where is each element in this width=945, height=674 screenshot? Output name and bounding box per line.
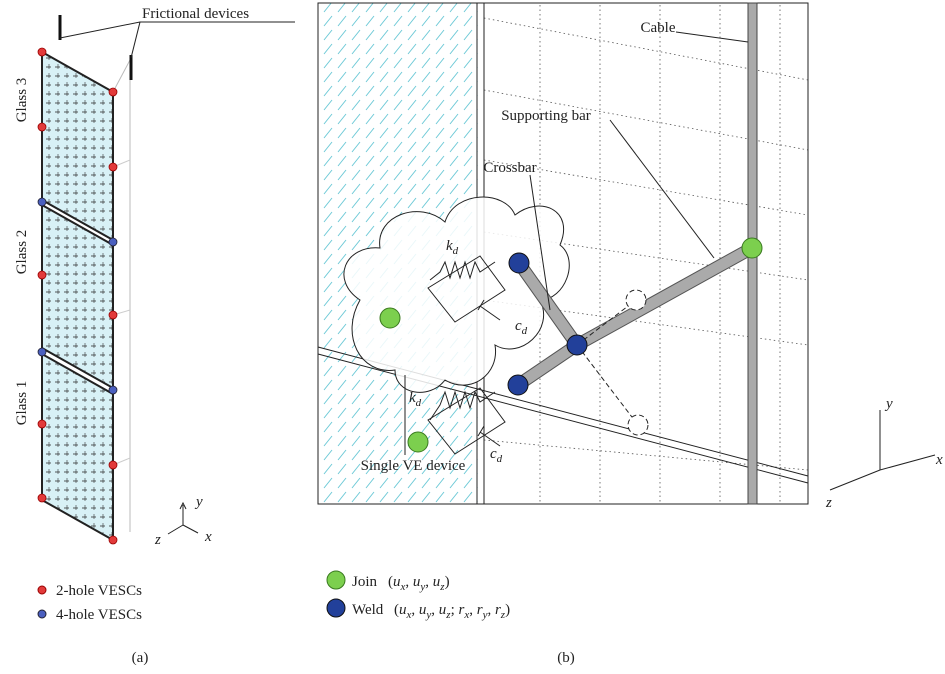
vesc-2-hole: [109, 88, 117, 96]
axis-triad: [830, 410, 935, 490]
label: Cable: [641, 20, 676, 36]
vesc-4-hole: [38, 348, 46, 356]
supporting-bar: [577, 248, 752, 345]
join-node: [408, 432, 428, 452]
legend-label: Join: [352, 574, 378, 590]
legend-dofs: (ux​, uy​, uz​; rx​, ry​, rz​): [394, 602, 510, 621]
vesc-2-hole: [38, 420, 46, 428]
vesc-2-hole: [38, 48, 46, 56]
legend-marker: [38, 610, 46, 618]
label: Single VE device: [361, 458, 466, 474]
callout-line: [131, 22, 140, 58]
legend-marker: [38, 586, 46, 594]
vesc-4-hole: [38, 198, 46, 206]
join-node: [742, 238, 762, 258]
legend-marker: [327, 599, 345, 617]
weld-node: [567, 335, 587, 355]
vesc-2-hole: [38, 494, 46, 502]
axis-label: z: [825, 495, 832, 511]
weld-node: [508, 375, 528, 395]
label: Supporting bar: [501, 108, 591, 124]
figure: Frictional devices Glass 3 Glass 2 Glass…: [0, 0, 945, 674]
callout-label: Frictional devices: [142, 6, 249, 22]
caption: (a): [132, 650, 149, 666]
callout-line: [60, 22, 295, 38]
vesc-2-hole: [109, 461, 117, 469]
axis-label: y: [884, 396, 893, 412]
glass-label: Glass 1: [14, 381, 30, 426]
legend-label: Weld: [352, 602, 384, 618]
legend-dofs: (ux​, uy​, uz​): [388, 574, 450, 593]
axis-label: x: [935, 452, 943, 468]
legend-label: 2-hole VESCs: [56, 583, 142, 599]
damper-label: cd​: [490, 446, 503, 465]
glass-label: Glass 2: [14, 230, 30, 275]
panel-a: Frictional devices Glass 3 Glass 2 Glass…: [14, 6, 295, 666]
vesc-4-hole: [109, 386, 117, 394]
axis-triad: [168, 503, 198, 534]
axis-label: z: [154, 532, 161, 548]
caption: (b): [557, 650, 575, 666]
join-node: [380, 308, 400, 328]
glass-label: Glass 3: [14, 78, 30, 123]
vesc-2-hole: [109, 536, 117, 544]
vesc-2-hole: [109, 163, 117, 171]
legend-marker: [327, 571, 345, 589]
vesc-2-hole: [109, 311, 117, 319]
weld-node: [509, 253, 529, 273]
vesc-4-hole: [109, 238, 117, 246]
axis-label: y: [194, 494, 203, 510]
vesc-2-hole: [38, 271, 46, 279]
frame-line: [113, 60, 130, 92]
legend-label: 4-hole VESCs: [56, 607, 142, 623]
label: Crossbar: [483, 160, 536, 176]
axis-label: x: [204, 529, 212, 545]
vesc-2-hole: [38, 123, 46, 131]
panel-b: Cable Supporting bar Crossbar Single VE …: [318, 3, 943, 666]
